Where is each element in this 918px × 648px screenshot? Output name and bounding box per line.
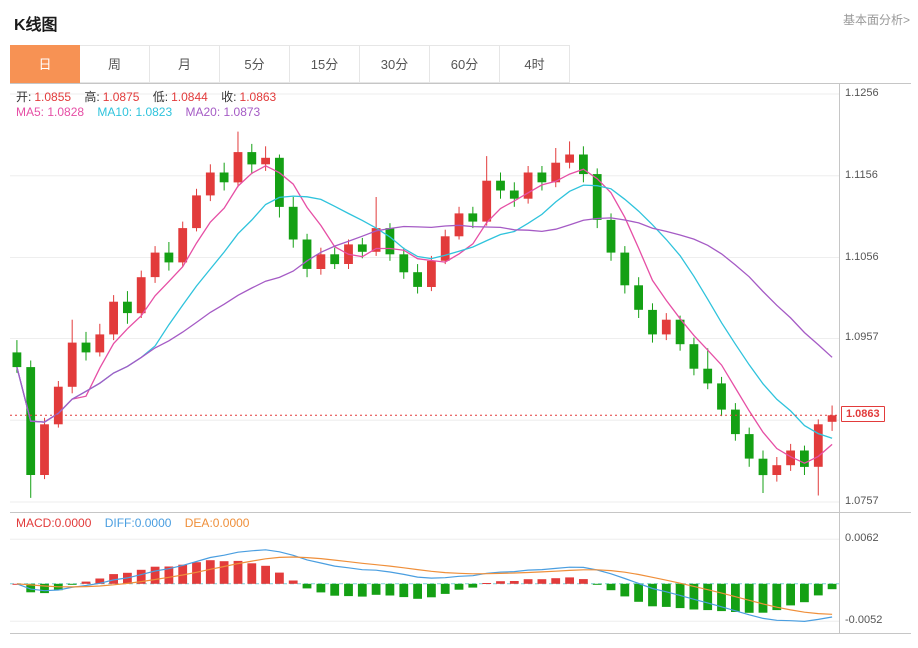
ma20-legend: MA20: 1.0873 [185, 105, 260, 119]
tab-4hour[interactable]: 4时 [500, 45, 570, 83]
ohlc-low-value: 1.0844 [171, 90, 208, 104]
macd-chart-row: MACD:0.0000 DIFF:0.0000 DEA:0.0000 0.006… [10, 513, 911, 634]
candlestick-chart[interactable]: 开: 1.0855 高: 1.0875 低: 1.0844 收: 1.0863 MA5:… [10, 84, 839, 512]
ohlc-legend: 开: 1.0855 高: 1.0875 低: 1.0844 收: 1.0863 [16, 88, 286, 105]
ohlc-open-value: 1.0855 [34, 90, 72, 104]
price-axis: 1.0863 1.12561.11561.10561.09571.08571.0… [839, 84, 911, 512]
ma20-value: 1.0873 [223, 105, 261, 119]
timeframe-tabbar: 日 周 月 5分 15分 30分 60分 4时 [10, 45, 918, 83]
ohlc-low-label: 低: [152, 90, 169, 104]
current-price-tag: 1.0863 [841, 406, 885, 423]
diff-value: 0.0000 [134, 516, 172, 530]
macd-axis: 0.0062 -0.0052 [839, 513, 911, 633]
ma10-legend: MA10: 1.0823 [97, 105, 172, 119]
ohlc-open-label: 开: [16, 90, 32, 104]
kline-page: K线图 基本面分析> 日 周 月 5分 15分 30分 60分 4时 开: 1.0… [0, 0, 918, 634]
y-axis-label: 1.1056 [845, 250, 879, 263]
y-axis-label: 1.0757 [845, 495, 879, 507]
chart-block: 开: 1.0855 高: 1.0875 低: 1.0844 收: 1.0863 MA5:… [10, 83, 911, 634]
macd-value: 0.0000 [54, 516, 92, 530]
ohlc-high-label: 高: [84, 90, 100, 104]
page-title: K线图 [14, 17, 58, 34]
dea-label: DEA: [184, 516, 213, 530]
header: K线图 基本面分析> [0, 0, 918, 43]
ohlc-high-value: 1.0875 [102, 90, 140, 104]
ohlc-close: 收: 1.0863 [221, 90, 276, 104]
ohlc-low: 低: 1.0844 [153, 90, 208, 104]
macd-svg [10, 538, 839, 623]
ohlc-close-label: 收: [221, 90, 237, 104]
tab-day[interactable]: 日 [10, 45, 80, 83]
main-chart-row: 开: 1.0855 高: 1.0875 低: 1.0844 收: 1.0863 MA5:… [10, 84, 911, 513]
macd-legend: MACD:0.0000 DIFF:0.0000 DEA:0.0000 [16, 516, 259, 530]
tab-30min[interactable]: 30分 [360, 45, 430, 83]
ma5-legend: MA5: 1.0828 [16, 105, 84, 119]
ohlc-open: 开: 1.0855 [16, 90, 71, 104]
y-axis-label: 1.1156 [845, 168, 878, 181]
tab-5min[interactable]: 5分 [220, 45, 290, 83]
y-axis-label: 1.0957 [845, 331, 879, 344]
ma-legend: MA5: 1.0828 MA10: 1.0823 MA20: 1.0873 [16, 105, 270, 119]
dea-value: 0.0000 [212, 516, 250, 530]
tab-week[interactable]: 周 [80, 45, 150, 83]
dea-value-legend: DEA:0.0000 [185, 516, 250, 530]
ohlc-high: 高: 1.0875 [84, 90, 139, 104]
tab-15min[interactable]: 15分 [290, 45, 360, 83]
macd-label: MACD: [16, 516, 55, 530]
y-axis-label: 1.1256 [845, 87, 879, 99]
ma5-label: MA5: [16, 105, 45, 119]
diff-value-legend: DIFF:0.0000 [105, 516, 172, 530]
ohlc-close-value: 1.0863 [239, 90, 277, 104]
fundamental-analysis-link[interactable]: 基本面分析> [842, 13, 910, 27]
diff-label: DIFF: [104, 516, 135, 530]
y-axis-label: -0.0052 [845, 614, 883, 627]
tab-month[interactable]: 月 [150, 45, 220, 83]
macd-chart[interactable]: MACD:0.0000 DIFF:0.0000 DEA:0.0000 [10, 513, 839, 633]
ma10-label: MA10: [97, 105, 133, 119]
tab-60min[interactable]: 60分 [430, 45, 500, 83]
y-axis-label: 0.0062 [845, 532, 879, 545]
ma5-value: 1.0828 [47, 105, 85, 119]
ma20-label: MA20: [185, 105, 221, 119]
candlestick-svg [10, 93, 839, 503]
ma10-value: 1.0823 [135, 105, 173, 119]
macd-value-legend: MACD:0.0000 [16, 516, 91, 530]
